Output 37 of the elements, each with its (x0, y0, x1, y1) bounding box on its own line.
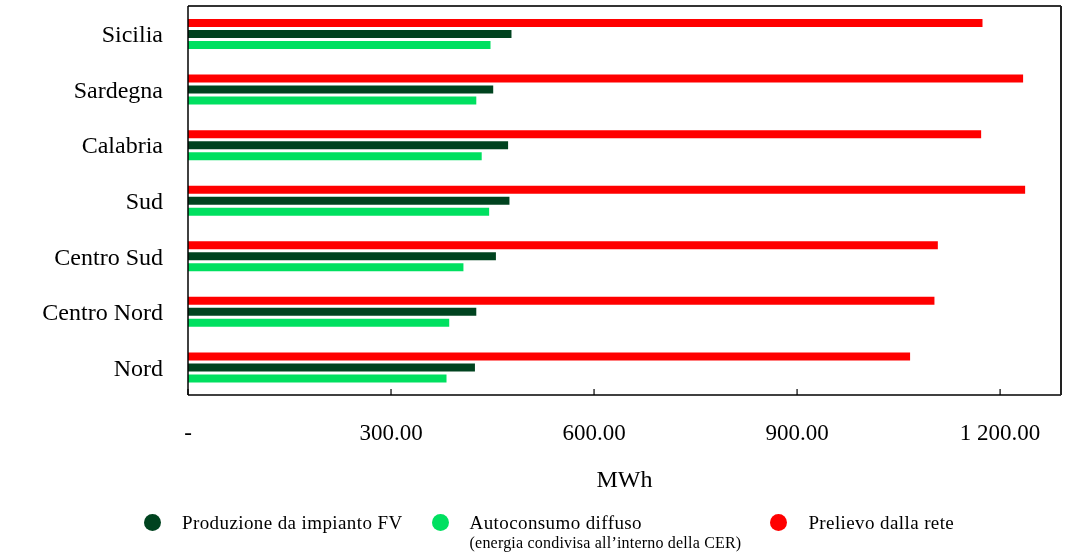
bar (188, 374, 447, 383)
bar (188, 263, 464, 272)
bar (188, 30, 512, 38)
x-tick-label: 900.00 (765, 420, 829, 445)
y-tick-label: Calabria (81, 132, 164, 159)
legend-label: Produzione da impianto FV (182, 512, 403, 533)
bar (188, 141, 509, 150)
bar (188, 85, 494, 94)
bar (188, 196, 510, 205)
bar (188, 19, 983, 27)
bar (188, 96, 477, 105)
bar (188, 296, 935, 305)
y-tick-label: Centro Nord (42, 299, 163, 326)
y-tick-label: Sud (125, 188, 163, 215)
legend-label: Prelievo dalla rete (808, 512, 955, 533)
bar (188, 207, 490, 216)
x-tick-label: 300.00 (359, 420, 423, 445)
bar (188, 307, 477, 316)
bar (188, 152, 482, 161)
x-tick-label: 1 200.00 (959, 420, 1041, 445)
legend-label: Autoconsumo diffuso (energia condivisa all’interno della CER) (469, 512, 742, 553)
y-tick-label: Sicilia (101, 21, 164, 48)
y-tick-label: Centro Sud (54, 243, 163, 270)
y-tick-label: Sardegna (73, 76, 164, 103)
bar (188, 41, 491, 49)
bar (188, 252, 496, 261)
bar (188, 318, 450, 327)
bar (188, 185, 1026, 194)
x-tick-label: 600.00 (562, 420, 626, 445)
bar (188, 363, 475, 372)
bar (188, 241, 938, 250)
x-axis-title: MWh (596, 466, 653, 492)
bar (188, 74, 1024, 83)
bar (188, 130, 982, 139)
bar (188, 352, 911, 361)
y-tick-label: Nord (113, 354, 163, 381)
x-tick-label: - (184, 420, 192, 445)
